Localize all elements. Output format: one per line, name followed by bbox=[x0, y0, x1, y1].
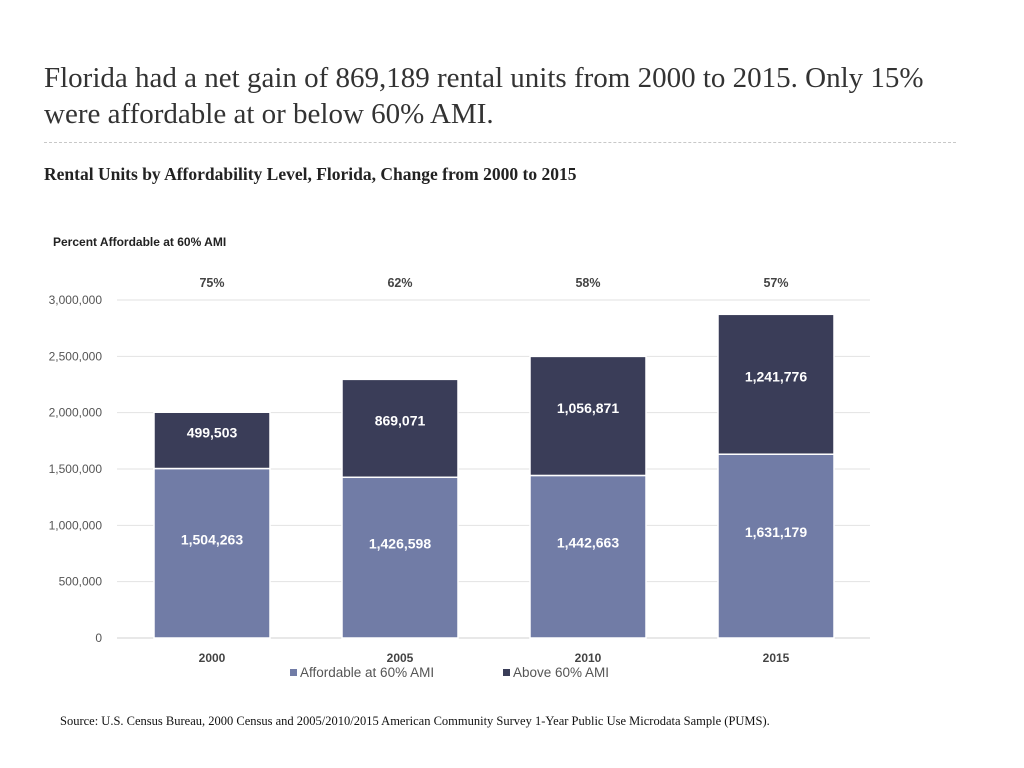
y-tick-label: 2,500,000 bbox=[49, 349, 103, 363]
chart-title: Rental Units by Affordability Level, Flo… bbox=[44, 164, 577, 184]
bar-above-60 bbox=[717, 313, 835, 455]
bar-above-60 bbox=[341, 378, 459, 479]
legend-swatch bbox=[290, 669, 297, 676]
y-tick-label: 2,000,000 bbox=[49, 406, 103, 420]
annotation-percent: 75% bbox=[199, 276, 224, 290]
bar-affordable bbox=[717, 453, 835, 639]
annotation-percent: 58% bbox=[575, 276, 600, 290]
legend-swatch bbox=[503, 669, 510, 676]
stacked-bar-chart: 0 500,000 1,000,000 1,500,000 2,000,000 2,500… bbox=[49, 235, 870, 680]
legend-label: Affordable at 60% AMI bbox=[300, 665, 434, 680]
data-label-affordable: 1,631,179 bbox=[745, 524, 807, 540]
bar-affordable bbox=[153, 467, 271, 639]
data-label-above-60: 1,241,776 bbox=[745, 368, 807, 384]
data-label-affordable: 1,504,263 bbox=[181, 531, 243, 547]
y-tick-label: 1,500,000 bbox=[49, 462, 103, 476]
data-label-above-60: 1,056,871 bbox=[557, 400, 619, 416]
bar-above-60 bbox=[153, 411, 271, 470]
bar-affordable bbox=[529, 474, 647, 639]
y-tick-label: 500,000 bbox=[59, 575, 103, 589]
x-tick-label: 2000 bbox=[199, 651, 226, 665]
y-tick-label: 0 bbox=[95, 631, 102, 645]
bar-above-60 bbox=[529, 355, 647, 477]
source-note: Source: U.S. Census Bureau, 2000 Census … bbox=[60, 714, 770, 728]
annotation-title: Percent Affordable at 60% AMI bbox=[53, 235, 226, 249]
data-label-above-60: 869,071 bbox=[375, 412, 426, 428]
legend-label: Above 60% AMI bbox=[513, 665, 609, 680]
annotation-percent: 62% bbox=[387, 276, 412, 290]
y-tick-label: 3,000,000 bbox=[49, 293, 103, 307]
x-tick-label: 2010 bbox=[575, 651, 602, 665]
y-tick-label: 1,000,000 bbox=[49, 518, 103, 532]
annotation-percent: 57% bbox=[763, 276, 788, 290]
headline: Florida had a net gain of 869,189 rental… bbox=[44, 62, 924, 130]
data-label-affordable: 1,442,663 bbox=[557, 535, 619, 551]
divider bbox=[44, 142, 956, 143]
x-tick-label: 2015 bbox=[763, 651, 790, 665]
x-tick-label: 2005 bbox=[387, 651, 414, 665]
data-label-above-60: 499,503 bbox=[187, 424, 238, 440]
data-label-affordable: 1,426,598 bbox=[369, 536, 431, 552]
bar-affordable bbox=[341, 476, 459, 639]
